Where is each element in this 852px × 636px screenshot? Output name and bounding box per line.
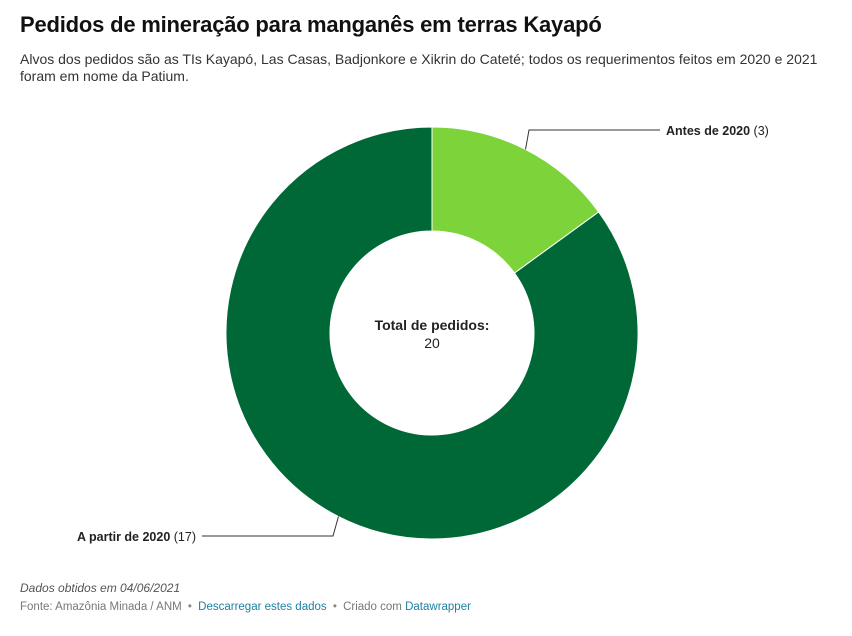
- datawrapper-link[interactable]: Datawrapper: [405, 601, 471, 613]
- slice-label-value: (17): [170, 530, 196, 544]
- slice-label-1: A partir de 2020 (17): [77, 530, 196, 544]
- center-total-value: 20: [424, 335, 440, 351]
- footer-separator: •: [332, 601, 337, 613]
- slice-label-name: Antes de 2020: [666, 124, 750, 138]
- donut-slice-1[interactable]: [225, 126, 639, 540]
- donut-slices: [225, 126, 639, 540]
- chart-title: Pedidos de mineração para manganês em te…: [20, 12, 602, 37]
- leader-lines: [202, 129, 660, 537]
- footer-separator: •: [187, 601, 192, 613]
- download-data-link[interactable]: Descarregar estes dados: [198, 601, 327, 613]
- donut-slice-0[interactable]: [431, 126, 600, 274]
- source-text: Fonte: Amazônia Minada / ANM: [20, 601, 182, 613]
- slice-label-0: Antes de 2020 (3): [666, 124, 769, 138]
- chart-description: Alvos dos pedidos são as TIs Kayapó, Las…: [20, 51, 818, 84]
- data-date-note: Dados obtidos em 04/06/2021: [20, 581, 181, 595]
- leader-line-1: [202, 516, 339, 537]
- slice-label-name: A partir de 2020: [77, 530, 170, 544]
- footer: Fonte: Amazônia Minada / ANM • Descarreg…: [20, 601, 471, 613]
- slice-labels: Antes de 2020 (3) A partir de 2020 (17): [77, 124, 769, 544]
- created-with-text: Criado com: [343, 601, 402, 613]
- center-total-label: Total de pedidos:: [375, 317, 490, 333]
- leader-line-0: [525, 129, 660, 150]
- slice-label-value: (3): [750, 124, 769, 138]
